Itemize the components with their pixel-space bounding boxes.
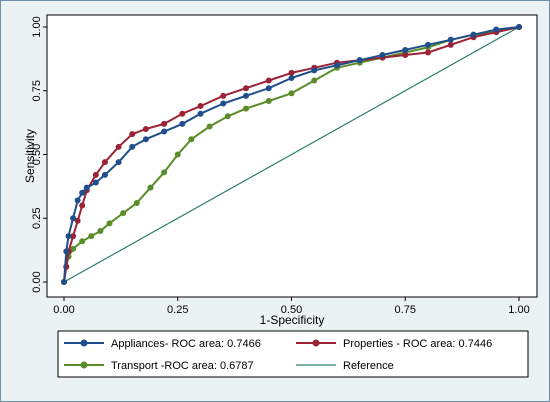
data-point-properties bbox=[142, 126, 149, 132]
data-point-appliances bbox=[243, 92, 249, 99]
data-point-properties bbox=[402, 52, 409, 59]
data-point-appliances bbox=[61, 279, 67, 285]
data-point-properties bbox=[243, 85, 249, 92]
data-point-transport bbox=[133, 199, 140, 206]
x-tick-label: 1.00 bbox=[508, 304, 529, 316]
data-point-properties bbox=[220, 92, 227, 99]
data-point-transport bbox=[288, 90, 295, 97]
data-point-transport bbox=[147, 184, 154, 191]
data-point-appliances bbox=[115, 159, 122, 166]
data-point-properties bbox=[425, 49, 431, 56]
data-point-properties bbox=[197, 103, 204, 110]
data-point-appliances bbox=[402, 46, 409, 53]
y-axis-title: Sensitivity bbox=[23, 129, 37, 183]
series-line-reference bbox=[63, 26, 520, 283]
data-point-transport bbox=[188, 136, 195, 143]
x-tick-label: 0.25 bbox=[167, 304, 188, 316]
x-axis-title: 1-Specificity bbox=[260, 313, 325, 327]
data-point-transport bbox=[311, 77, 318, 84]
data-point-appliances bbox=[356, 57, 363, 64]
x-tick-label: 0.00 bbox=[53, 304, 74, 316]
data-point-transport bbox=[106, 220, 113, 227]
data-point-appliances bbox=[129, 143, 136, 150]
data-point-transport bbox=[79, 238, 86, 245]
data-point-transport bbox=[88, 233, 95, 240]
x-tick-label: 0.50 bbox=[281, 304, 302, 316]
data-point-appliances bbox=[142, 136, 149, 143]
data-point-appliances bbox=[65, 233, 72, 240]
plot-area bbox=[46, 14, 538, 298]
data-point-transport bbox=[174, 151, 181, 158]
y-tick-label: 0.00 bbox=[31, 271, 43, 292]
legend-box bbox=[57, 330, 529, 378]
data-point-appliances bbox=[470, 31, 477, 38]
data-point-transport bbox=[206, 123, 213, 130]
data-point-appliances bbox=[265, 85, 272, 92]
data-point-properties bbox=[179, 110, 186, 117]
legend-marker-appliances bbox=[80, 339, 88, 347]
legend-label-reference: Reference bbox=[343, 360, 394, 372]
data-point-appliances bbox=[288, 75, 295, 81]
y-tick-label: 0.50 bbox=[31, 144, 43, 165]
data-point-appliances bbox=[516, 24, 522, 30]
data-point-appliances bbox=[161, 128, 168, 135]
legend-label-transport: Transport -ROC area: 0.6787 bbox=[111, 360, 254, 372]
data-point-appliances bbox=[334, 62, 340, 69]
data-point-properties bbox=[288, 69, 295, 76]
data-point-appliances bbox=[63, 248, 70, 255]
data-point-transport bbox=[224, 113, 231, 120]
y-tick-label: 1.00 bbox=[31, 16, 43, 37]
data-point-properties bbox=[265, 77, 272, 84]
data-point-transport bbox=[265, 97, 272, 104]
data-point-appliances bbox=[79, 189, 86, 196]
data-point-appliances bbox=[197, 110, 204, 117]
data-point-properties bbox=[74, 217, 81, 224]
data-point-appliances bbox=[311, 67, 318, 74]
legend-marker-transport bbox=[80, 361, 88, 369]
data-point-properties bbox=[447, 41, 454, 48]
data-point-appliances bbox=[70, 215, 77, 222]
legend-label-appliances: Appliances- ROC area: 0.7466 bbox=[111, 338, 261, 350]
data-point-properties bbox=[70, 233, 77, 240]
data-point-properties bbox=[129, 131, 136, 138]
data-point-transport bbox=[97, 228, 104, 234]
data-point-transport bbox=[243, 105, 249, 112]
data-point-appliances bbox=[83, 184, 90, 191]
data-point-properties bbox=[161, 120, 168, 127]
y-tick-label: 0.75 bbox=[31, 80, 43, 101]
data-point-appliances bbox=[493, 26, 500, 33]
data-point-appliances bbox=[447, 36, 454, 43]
data-point-properties bbox=[79, 202, 86, 209]
x-tick-label: 0.75 bbox=[395, 304, 416, 316]
data-point-appliances bbox=[379, 52, 386, 59]
data-point-properties bbox=[92, 171, 99, 178]
data-point-transport bbox=[120, 210, 127, 217]
data-point-properties bbox=[115, 143, 122, 150]
data-point-properties bbox=[101, 159, 108, 166]
legend-label-properties: Properties - ROC area: 0.7446 bbox=[343, 338, 492, 350]
data-point-transport bbox=[161, 169, 168, 176]
data-point-appliances bbox=[92, 179, 99, 186]
data-point-appliances bbox=[425, 41, 431, 48]
data-point-transport bbox=[70, 245, 77, 252]
data-point-appliances bbox=[74, 197, 81, 204]
legend-marker-properties bbox=[312, 339, 320, 347]
data-point-appliances bbox=[220, 100, 227, 107]
data-point-appliances bbox=[179, 120, 186, 127]
data-point-appliances bbox=[101, 171, 108, 178]
y-tick-label: 0.25 bbox=[31, 208, 43, 229]
